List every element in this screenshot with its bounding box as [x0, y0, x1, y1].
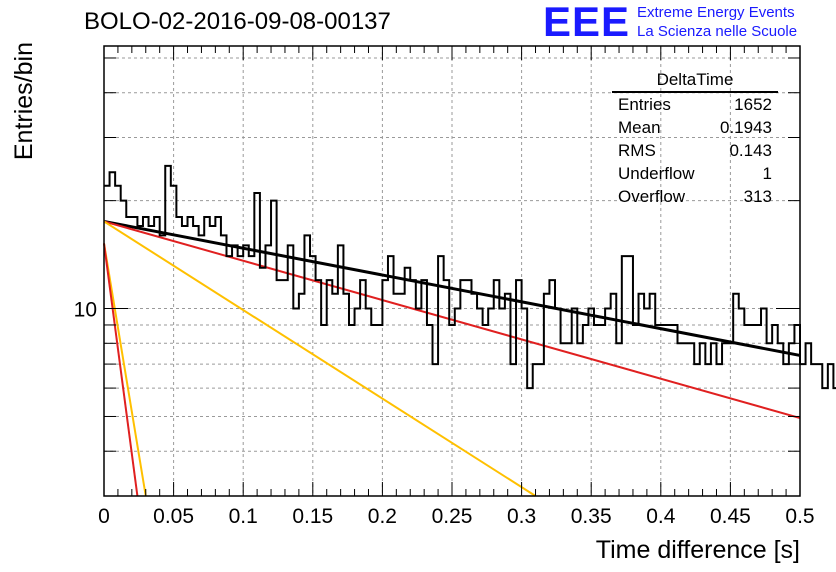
chart-title: BOLO-02-2016-09-08-00137	[84, 8, 391, 35]
x-tick-label: 0.5	[785, 505, 814, 528]
x-tick-label: 0.35	[571, 505, 612, 528]
x-tick-label: 0	[98, 505, 110, 528]
stats-label: Underflow	[618, 164, 695, 183]
stats-row: Underflow 1	[612, 162, 778, 185]
fit-curve-3	[103, 243, 147, 497]
histogram-bars	[104, 164, 836, 390]
fit-curve-1	[103, 220, 801, 419]
stats-value: 0.1943	[720, 118, 772, 137]
y-tick-label: 10	[74, 299, 97, 322]
histogram-step-line	[104, 164, 836, 390]
logo-line-2: La Scienza nelle Scuole	[637, 23, 798, 40]
fit-curves	[103, 219, 801, 497]
x-tick-label: 0.05	[153, 505, 194, 528]
x-tick-label: 0.3	[507, 505, 536, 528]
fit-curve-4	[103, 243, 139, 497]
x-tick-label: 0.25	[432, 505, 473, 528]
fit-curve-2	[103, 220, 537, 497]
stats-label: RMS	[618, 141, 656, 160]
y-tick-labels: 10	[74, 299, 97, 322]
stats-value: 1	[762, 164, 772, 183]
x-tick-label: 0.15	[292, 505, 333, 528]
stats-box: DeltaTime Entries 1652 Mean 0.1943 RMS 0.143 U…	[612, 70, 778, 208]
logo-text: Extreme Energy Events La Scienza nelle S…	[637, 3, 797, 41]
stats-label: Mean	[618, 118, 661, 137]
x-tick-label: 0.1	[229, 505, 258, 528]
fit-curve-0	[103, 219, 801, 357]
stats-title: DeltaTime	[612, 70, 778, 93]
stats-label: Entries	[618, 95, 671, 114]
stats-row: Mean 0.1943	[612, 116, 778, 139]
stats-value: 0.143	[729, 141, 772, 160]
stats-row: Overflow 313	[612, 185, 778, 208]
axis-ticks	[103, 46, 801, 497]
stats-value: 1652	[734, 95, 772, 114]
stats-label: Overflow	[618, 187, 686, 206]
y-axis-title: Entries/bin	[10, 42, 38, 160]
stats-row: Entries 1652	[612, 93, 778, 116]
x-tick-label: 0.4	[646, 505, 676, 528]
x-tick-label: 0.45	[710, 505, 751, 528]
x-axis-title: Time difference [s]	[596, 536, 800, 564]
x-tick-label: 0.2	[368, 505, 397, 528]
eee-logo: EEE	[543, 0, 631, 45]
stats-row: RMS 0.143	[612, 139, 778, 162]
stats-value: 313	[743, 187, 772, 206]
stats-rows: Entries 1652 Mean 0.1943 RMS 0.143 Underflow 1 O…	[612, 93, 778, 208]
x-tick-labels: 0 0.05 0.1 0.15 0.2 0.25 0.3 0.35 0.4 0.45 0.5	[98, 505, 814, 528]
logo-line-1: Extreme Energy Events	[637, 4, 795, 21]
